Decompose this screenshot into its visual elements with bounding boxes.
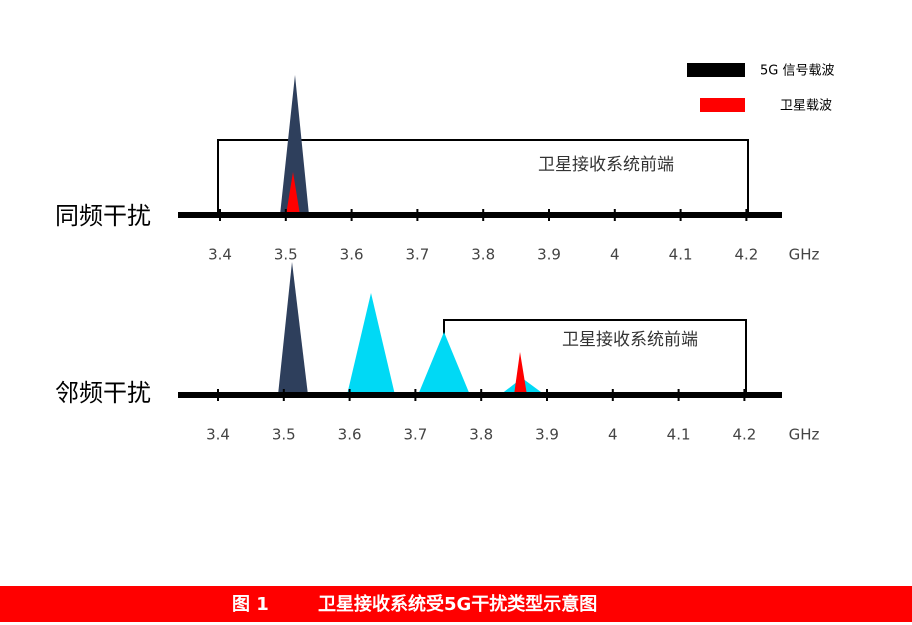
- legend-swatch: [700, 98, 745, 112]
- 5g-carrier: [278, 262, 308, 395]
- panel-label: 邻频干扰: [55, 379, 151, 407]
- tick-label: 4.1: [667, 426, 691, 444]
- tick-label: 3.6: [338, 426, 362, 444]
- tick-label: 3.9: [535, 426, 559, 444]
- legend-label: 5G 信号载波: [760, 64, 834, 79]
- caption-title: 卫星接收系统受5G干扰类型示意图: [318, 593, 597, 615]
- legend-label: 卫星载波: [780, 99, 832, 114]
- panel-label: 同频干扰: [55, 202, 151, 230]
- legend-swatch: [687, 63, 745, 77]
- 5g-carrier: [418, 332, 470, 395]
- tick-label: 3.7: [405, 246, 429, 264]
- satellite-carrier: [514, 352, 527, 395]
- tick-label: 3.8: [469, 426, 493, 444]
- tick-label: 3.6: [340, 246, 364, 264]
- tick-label: 3.9: [537, 246, 561, 264]
- axis-unit: GHz: [789, 246, 820, 264]
- bracket-label: 卫星接收系统前端: [538, 155, 674, 175]
- tick-label: 4: [608, 426, 618, 444]
- tick-label: 3.7: [403, 426, 427, 444]
- tick-label: 3.4: [208, 246, 232, 264]
- bracket: [217, 139, 749, 215]
- tick-label: 3.8: [471, 246, 495, 264]
- caption-bar: [0, 586, 912, 622]
- caption-number: 图 1: [232, 594, 269, 615]
- tick-label: 3.5: [272, 426, 296, 444]
- tick-label: 4.1: [669, 246, 693, 264]
- tick-label: 3.4: [206, 426, 230, 444]
- tick-label: 4: [610, 246, 620, 264]
- tick-label: 4.2: [734, 246, 758, 264]
- axis-unit: GHz: [789, 426, 820, 444]
- tick-label: 3.5: [274, 246, 298, 264]
- satellite-carrier: [286, 172, 300, 215]
- 5g-carrier: [347, 293, 395, 395]
- tick-label: 4.2: [732, 426, 756, 444]
- bracket-label: 卫星接收系统前端: [562, 330, 698, 350]
- 5g-carrier: [280, 75, 309, 215]
